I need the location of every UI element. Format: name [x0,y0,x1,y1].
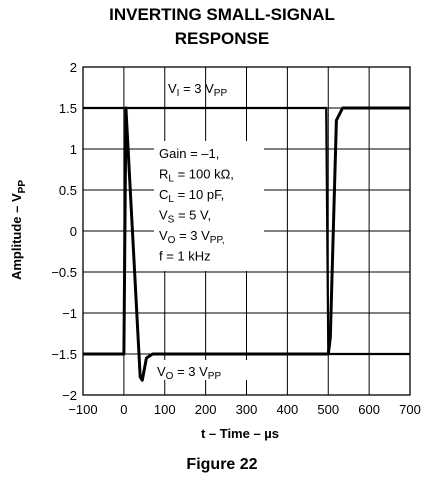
condition-line: RL = 100 kΩ, [159,167,234,185]
y-tick-label: 0.5 [59,183,77,198]
condition-sub: L [168,174,174,185]
condition-main: C [159,187,168,202]
vo-annotation: VO = 3 VPP [157,364,221,382]
chart-title-line-2: RESPONSE [175,29,269,48]
x-tick-label: 500 [317,402,339,417]
vi-annotation-main: V [168,81,177,96]
vi-annotation: VI = 3 VPP [168,81,227,99]
condition-rest: = 3 V [175,228,210,243]
conditions-bg [154,141,264,271]
chart-title-line-1: INVERTING SMALL-SIGNAL [109,5,335,24]
test-conditions: Gain = –1,RL = 100 kΩ,CL = 10 pF,VS = 5 … [159,146,234,264]
vi-annotation-rest-sub: PP [214,88,228,99]
x-tick-label: 100 [154,402,176,417]
x-tick-label: 700 [399,402,421,417]
vo-annotation-bg [152,360,267,380]
vi-annotation-sub: I [177,88,180,99]
condition-main: f = 1 kHz [159,249,211,264]
series-group [83,106,410,382]
condition-main: V [159,208,168,223]
x-tick-label: 200 [195,402,217,417]
vo-annotation-main: V [157,364,166,379]
condition-line: f = 1 kHz [159,249,211,264]
figure-caption: Figure 22 [186,456,257,473]
x-tick-labels: −100 0 100 200 300 400 500 600 700 [68,402,421,417]
condition-rest: = 100 kΩ, [174,167,234,182]
condition-sub: S [168,215,175,226]
condition-main: Gain = –1, [159,146,219,161]
y-tick-label: 0 [70,224,77,239]
condition-rest-sub: PP, [210,235,225,246]
condition-rest: = 10 pF, [174,187,224,202]
plot-frame [82,66,411,396]
y-axis-label: Amplitude – VPP [9,180,28,280]
series-line-v-o [83,106,410,382]
vi-annotation-rest: = 3 V [179,81,214,96]
y-axis-label-main: Amplitude – V [9,193,24,280]
y-tick-label: 1 [70,142,77,157]
y-tick-labels: 2 1.5 1 0.5 0 −0.5 −1 −1.5 −2 [51,60,77,403]
x-axis-label: t – Time – µs [201,426,279,441]
y-tick-label: 2 [70,60,77,75]
x-tick-label: 600 [358,402,380,417]
condition-line: CL = 10 pF, [159,187,224,205]
y-tick-label: 1.5 [59,101,77,116]
condition-sub: O [168,235,176,246]
condition-line: VO = 3 VPP, [159,228,225,246]
x-tick-label: 400 [277,402,299,417]
y-tick-label: −2 [62,388,77,403]
condition-sub: L [168,194,174,205]
condition-line: VS = 5 V, [159,208,211,226]
vo-annotation-rest: = 3 V [173,364,208,379]
y-axis-label-sub: PP [17,180,28,194]
condition-main: V [159,228,168,243]
condition-line: Gain = –1, [159,146,219,161]
x-tick-label: 300 [236,402,258,417]
vo-annotation-rest-sub: PP [208,371,222,382]
y-tick-label: −0.5 [51,265,77,280]
x-tick-label: −100 [68,402,97,417]
condition-main: R [159,167,168,182]
series-line-v-i [83,106,410,356]
y-tick-label: −1.5 [51,347,77,362]
y-tick-label: −1 [62,306,77,321]
vo-annotation-sub: O [166,371,174,382]
x-tick-label: 0 [120,402,127,417]
condition-rest: = 5 V, [174,208,211,223]
